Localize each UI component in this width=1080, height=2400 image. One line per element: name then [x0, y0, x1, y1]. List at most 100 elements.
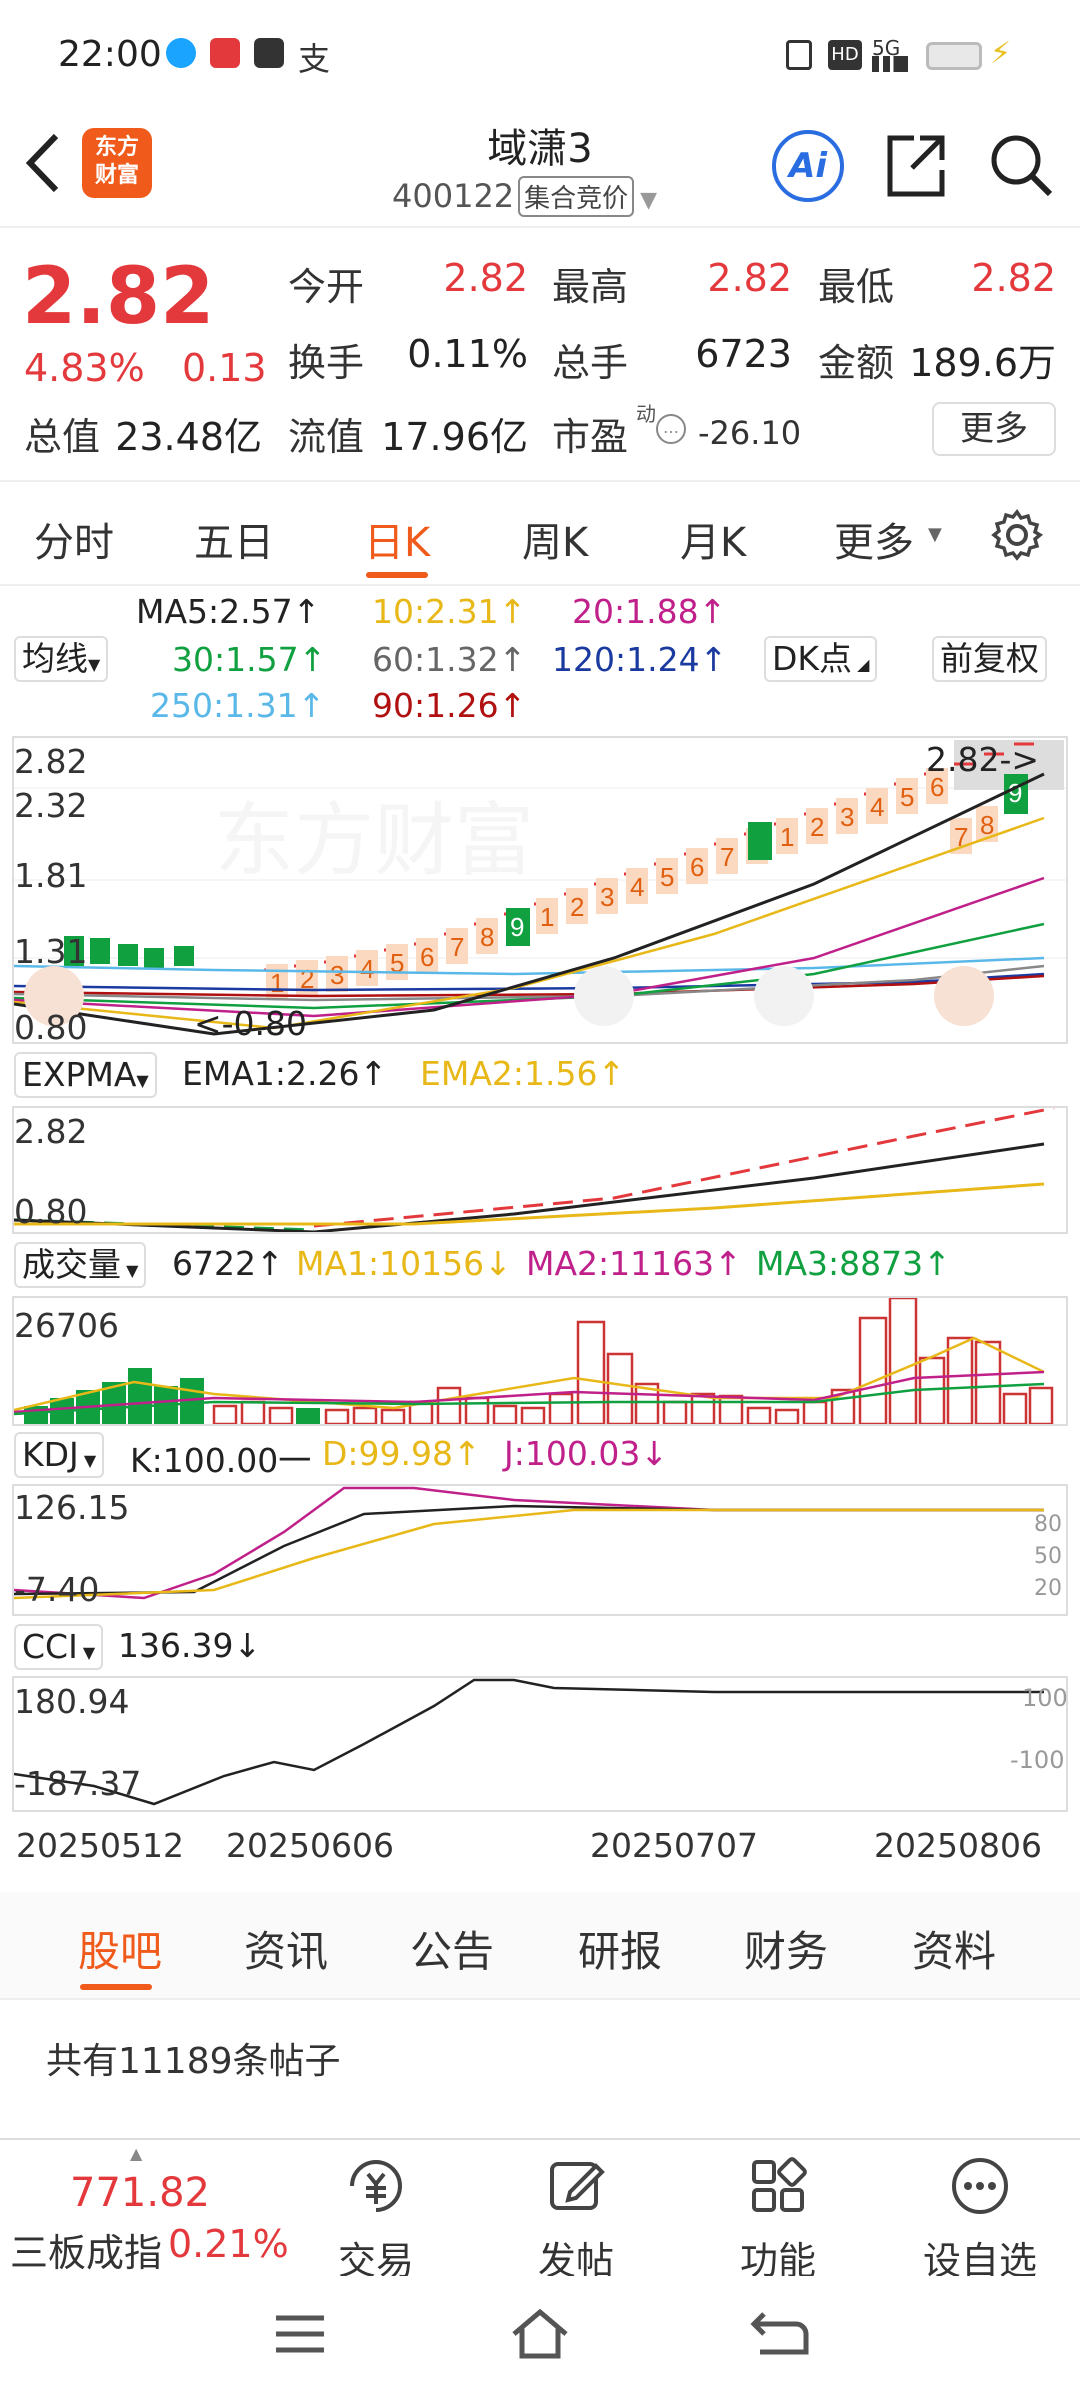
cci-caret-icon: ▼: [77, 1643, 96, 1662]
pe-info-icon[interactable]: …: [656, 414, 686, 444]
tab-profile[interactable]: 资料: [912, 1927, 997, 1976]
expma-y-bot: 0.80: [14, 1192, 88, 1231]
ma5-label: MA5:2.57↑: [136, 592, 321, 631]
compose-icon: [550, 2162, 605, 2210]
eastmoney-logo: 东方 财富: [82, 128, 152, 198]
status-time: 22:00: [58, 34, 162, 75]
function-label: 功能: [739, 2239, 816, 2283]
cci-selector[interactable]: CCI ▼: [14, 1624, 104, 1670]
ma10-label: 10:2.31↑: [372, 592, 527, 631]
tab-more-caret-icon: ▼: [928, 524, 942, 545]
more-quote-button[interactable]: 更多: [932, 402, 1056, 456]
svg-text:8: 8: [980, 810, 994, 840]
pe-superscript: 动: [636, 402, 656, 426]
date-label: 20250707: [590, 1826, 758, 1865]
stock-code-row[interactable]: 400122 集合竞价 ▼: [392, 176, 657, 217]
share-icon[interactable]: [884, 132, 948, 200]
float-label: 流值: [288, 415, 365, 459]
open-label: 今开: [288, 265, 365, 309]
ma250-label: 250:1.31↑: [150, 686, 326, 725]
home-icon[interactable]: [508, 2306, 572, 2362]
expma-selector[interactable]: EXPMA▼: [14, 1052, 157, 1098]
settings-icon[interactable]: [990, 508, 1044, 562]
auction-badge: 集合竞价: [518, 176, 635, 217]
kline-chart[interactable]: 东方财富 1 2 3 4 5 6 7 8 9 1: [12, 736, 1068, 1047]
open-value: 2.82: [443, 256, 528, 300]
dk-corner-icon: ◢: [852, 655, 870, 674]
trade-button[interactable]: 交易: [306, 2154, 446, 2285]
watchlist-label: 设自选: [922, 2239, 1037, 2283]
pe-label: 市盈: [552, 415, 629, 459]
tab-daily-k[interactable]: 日K: [364, 520, 431, 566]
post-button[interactable]: 发帖: [506, 2154, 646, 2285]
volume-chart[interactable]: 26706: [12, 1296, 1068, 1426]
ai-button[interactable]: Ai: [772, 130, 844, 202]
kdj-chart[interactable]: 126.15 -7.40 80 50 20: [12, 1484, 1068, 1616]
kline-y-1-81: 1.81: [14, 856, 88, 895]
function-button[interactable]: 功能: [708, 2154, 848, 2285]
kline-y-2-32: 2.32: [14, 786, 88, 825]
tab-intraday[interactable]: 分时: [34, 520, 114, 566]
svg-text:4: 4: [360, 954, 374, 984]
adjust-button[interactable]: 前复权: [932, 636, 1047, 682]
back-icon[interactable]: [22, 130, 66, 196]
svg-text:6: 6: [420, 942, 434, 972]
post-count: 共有11189条帖子: [46, 2041, 341, 2082]
ma-caret-icon: ▼: [88, 655, 101, 674]
dk-point-button[interactable]: DK点 ◢: [764, 636, 878, 682]
period-tabs: 分时 五日 日K 周K 月K 更多 ▼: [0, 480, 1080, 586]
volume-selector[interactable]: 成交量 ▼: [14, 1242, 147, 1288]
menu-icon[interactable]: [272, 2310, 328, 2358]
index-name: 三板成指: [10, 2231, 163, 2275]
tab-more[interactable]: 更多: [834, 520, 914, 566]
tab-monthly-k[interactable]: 月K: [680, 520, 747, 566]
cci-y-top: 180.94: [14, 1682, 130, 1721]
expma-chart[interactable]: 2.82 0.80: [12, 1106, 1068, 1234]
status-bar: 22:00 支 HD 5G ⚡: [0, 0, 1080, 110]
kdj-selector[interactable]: KDJ ▼: [14, 1432, 105, 1478]
app-icon: [210, 38, 240, 68]
mcap-label: 总值: [24, 415, 101, 459]
mcap-value: 23.48亿: [115, 415, 262, 459]
volume-caret-icon: ▼: [121, 1261, 139, 1280]
watchlist-button[interactable]: 设自选: [910, 2154, 1050, 2285]
svg-text:1: 1: [270, 968, 284, 998]
ma20-label: 20:1.88↑: [572, 592, 727, 631]
svg-text:4: 4: [630, 872, 644, 902]
trade-icon: [350, 2160, 402, 2212]
tab-announcements[interactable]: 公告: [410, 1927, 495, 1976]
svg-text:4: 4: [870, 792, 884, 822]
volume-ma2: MA2:11163↑: [526, 1244, 742, 1283]
stock-code: 400122: [392, 177, 515, 215]
expma-label: EXPMA: [22, 1055, 137, 1094]
svg-text:3: 3: [600, 882, 614, 912]
index-widget[interactable]: ▲ 771.82 三板成指 0.21%: [0, 2140, 290, 2276]
volume-value: 6723: [695, 332, 792, 376]
alipay-icon: 支: [298, 40, 331, 78]
date-label: 20250606: [226, 1826, 394, 1865]
qq-icon: [166, 38, 196, 68]
search-icon[interactable]: [986, 130, 1056, 200]
ma90-label: 90:1.26↑: [372, 686, 527, 725]
tab-news[interactable]: 资讯: [244, 1927, 329, 1976]
cci-svg: [14, 1678, 1044, 1806]
cci-chart[interactable]: 180.94 -187.37 100 -100: [12, 1676, 1068, 1812]
ma-selector[interactable]: 均线▼: [14, 636, 109, 682]
tab-research[interactable]: 研报: [578, 1927, 663, 1976]
svg-text:7: 7: [720, 842, 734, 872]
dropdown-icon[interactable]: ▼: [640, 188, 658, 213]
high-value: 2.82: [707, 256, 792, 300]
back-nav-icon[interactable]: [750, 2308, 810, 2360]
kdj-ref-80: 80: [1034, 1512, 1062, 1537]
change-amount: 0.13: [182, 346, 267, 390]
tab-five-day[interactable]: 五日: [194, 520, 274, 566]
tab-forum[interactable]: 股吧: [78, 1927, 163, 1976]
kdj-svg: [14, 1486, 1044, 1600]
active-tab-indicator: [366, 572, 428, 578]
kline-y-1-31: 1.31: [14, 932, 88, 971]
forum-tab-indicator: [80, 1984, 152, 1990]
svg-text:3: 3: [330, 960, 344, 990]
tab-finance[interactable]: 财务: [744, 1927, 829, 1976]
info-tabs: 股吧 资讯 公告 研报 财务 资料: [0, 1892, 1080, 2000]
tab-weekly-k[interactable]: 周K: [522, 520, 589, 566]
